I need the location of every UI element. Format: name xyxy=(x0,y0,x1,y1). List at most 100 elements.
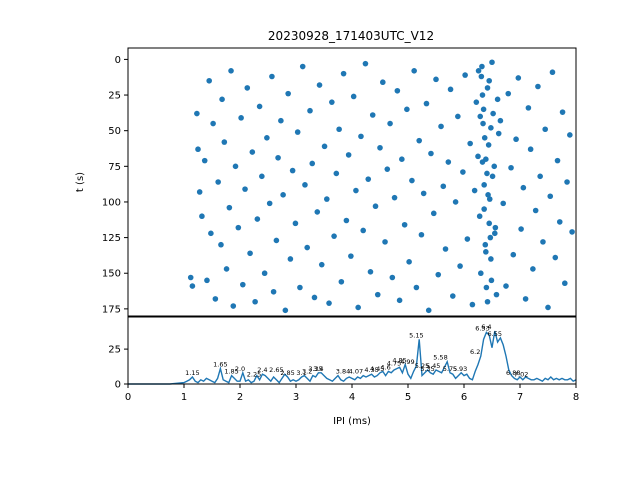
peak-label: 4.85 xyxy=(392,356,406,364)
raster-point xyxy=(289,167,296,174)
ipi-x-axis-label: IPI (ms) xyxy=(333,416,371,427)
raster-point xyxy=(387,120,393,127)
peak-label: 1.15 xyxy=(185,369,199,377)
raster-point xyxy=(406,259,412,265)
y-tick-label: 75 xyxy=(108,162,121,173)
raster-point xyxy=(532,207,539,214)
raster-point xyxy=(559,109,566,115)
chart-title: 20230928_171403UTC_V12 xyxy=(268,29,434,43)
raster-point xyxy=(547,193,554,200)
peak-label: 4.99 xyxy=(400,358,414,366)
raster-point xyxy=(196,189,203,195)
peak-label: 3.2 xyxy=(302,368,312,376)
raster-point xyxy=(404,106,410,113)
peak-label: 6.55 xyxy=(488,330,502,338)
raster-point xyxy=(447,86,454,93)
raster-point xyxy=(223,266,230,272)
raster-point xyxy=(343,217,350,224)
peak-label: 6.88 xyxy=(506,369,520,377)
peak-label: 5.45 xyxy=(426,362,440,370)
raster-point xyxy=(355,304,361,311)
ipi-histogram-line xyxy=(128,330,577,385)
raster-point xyxy=(228,68,234,74)
raster-point xyxy=(362,60,369,67)
raster-point xyxy=(540,239,546,245)
raster-point xyxy=(232,163,239,170)
raster-point xyxy=(365,176,372,182)
raster-point xyxy=(273,237,280,244)
peak-label: 5.75 xyxy=(443,365,457,373)
raster-plot: 0 25 50 75 100 125 150 175 t (s) xyxy=(75,47,577,317)
raster-point xyxy=(261,270,268,277)
raster-point xyxy=(416,137,423,144)
peak-label: 3.35 xyxy=(308,365,322,373)
raster-point xyxy=(484,170,490,177)
peak-label: 1.85 xyxy=(224,368,238,376)
raster-point xyxy=(513,136,519,143)
raster-point xyxy=(491,163,498,170)
x-tick-label: 1 xyxy=(181,392,187,403)
raster-point xyxy=(486,220,493,227)
raster-point xyxy=(264,135,270,141)
raster-point xyxy=(494,96,501,103)
raster-point xyxy=(488,256,494,262)
raster-point xyxy=(353,187,359,194)
raster-point xyxy=(324,196,330,202)
raster-point xyxy=(372,203,379,210)
raster-point xyxy=(487,234,494,241)
raster-point xyxy=(311,294,318,301)
peak-label: 4.6 xyxy=(380,363,390,371)
raster-point xyxy=(481,182,487,188)
peak-label: 2.25 xyxy=(247,370,261,378)
raster-point xyxy=(469,301,476,308)
raster-point xyxy=(488,125,494,131)
raster-point xyxy=(480,120,486,127)
raster-point xyxy=(493,291,500,298)
raster-point xyxy=(384,166,391,172)
x-tick-label: 3 xyxy=(293,392,299,403)
raster-point xyxy=(483,249,489,255)
raster-point xyxy=(195,146,201,153)
raster-point xyxy=(247,250,253,257)
raster-point xyxy=(483,284,490,291)
raster-y-axis-label: t (s) xyxy=(75,172,86,192)
raster-point xyxy=(479,92,486,98)
raster-points xyxy=(187,59,575,314)
raster-point xyxy=(318,261,325,268)
peak-label: 3.4 xyxy=(313,365,323,373)
peak-label: 4.35 xyxy=(364,366,378,374)
raster-point xyxy=(259,173,265,180)
raster-point xyxy=(471,187,478,194)
raster-point xyxy=(336,126,342,133)
x-tick-label: 8 xyxy=(573,392,579,403)
raster-point xyxy=(206,77,212,84)
peak-label: 6.33 xyxy=(475,324,489,332)
x-tick-label: 5 xyxy=(405,392,411,403)
raster-point xyxy=(345,152,352,158)
raster-point xyxy=(348,253,354,259)
raster-point xyxy=(409,177,415,184)
raster-point xyxy=(522,296,529,302)
raster-point xyxy=(280,192,286,198)
raster-point xyxy=(297,284,303,291)
raster-point xyxy=(484,85,491,91)
raster-point xyxy=(380,79,386,86)
raster-point xyxy=(569,229,575,235)
raster-point xyxy=(411,68,417,74)
raster-point xyxy=(401,221,408,228)
raster-point xyxy=(554,157,561,164)
raster-point xyxy=(460,169,466,175)
raster-point xyxy=(235,224,242,231)
raster-point xyxy=(552,254,559,261)
y-tick-label: 50 xyxy=(108,126,121,137)
raster-point xyxy=(481,135,488,141)
raster-point xyxy=(486,196,493,202)
raster-point xyxy=(475,153,481,160)
raster-point xyxy=(462,72,468,78)
raster-point xyxy=(480,106,487,113)
raster-point xyxy=(399,156,405,162)
raster-point xyxy=(423,100,430,107)
raster-point xyxy=(275,154,281,161)
raster-point xyxy=(433,76,439,83)
